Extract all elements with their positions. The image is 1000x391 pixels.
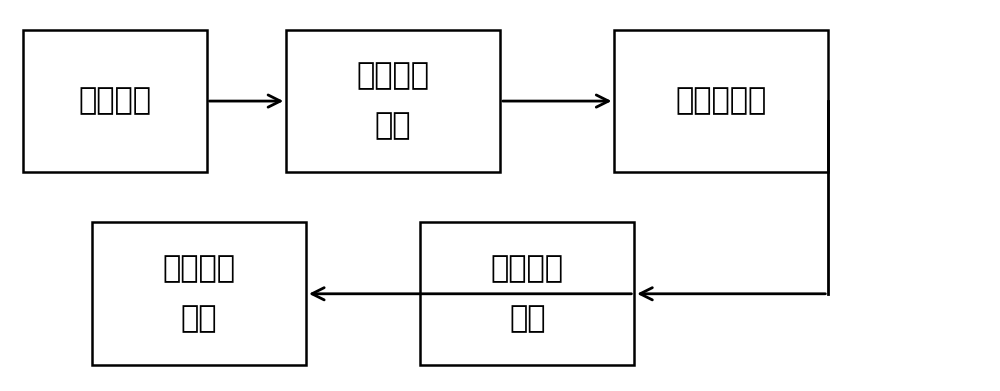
Text: 单元: 单元 — [375, 111, 411, 141]
Text: 单元: 单元 — [181, 304, 217, 334]
Bar — [23, 30, 207, 172]
Text: 单元: 单元 — [509, 304, 546, 334]
Text: 波形采集: 波形采集 — [491, 254, 564, 283]
Bar — [420, 222, 634, 365]
Bar — [614, 30, 828, 172]
Bar — [92, 222, 306, 365]
Text: 信号调制: 信号调制 — [357, 61, 430, 90]
Text: 光发射机: 光发射机 — [78, 86, 151, 116]
Bar — [286, 30, 500, 172]
Text: 待校准设备: 待校准设备 — [676, 86, 767, 116]
Text: 数据处理: 数据处理 — [163, 254, 236, 283]
